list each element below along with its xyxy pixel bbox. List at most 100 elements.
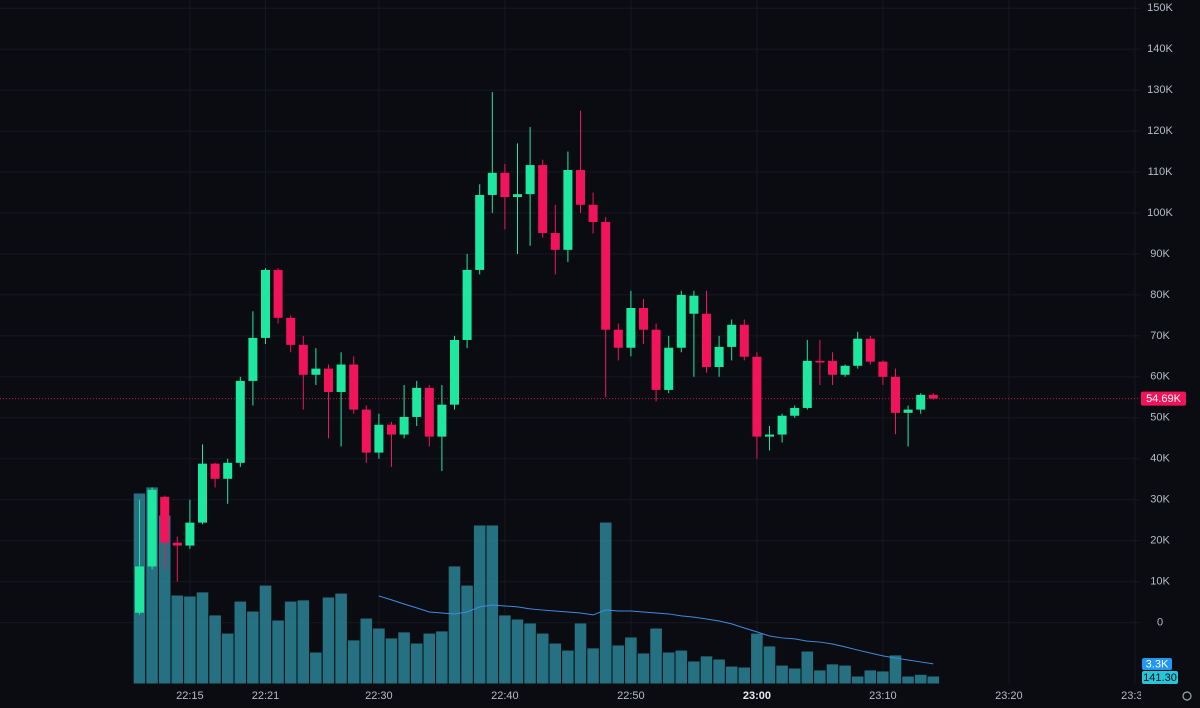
volume-label-box: [1142, 658, 1172, 670]
volume-bar: [409, 642, 424, 685]
volume-bar: [636, 652, 651, 685]
volume-bar: [800, 650, 815, 685]
candle-body: [374, 424, 384, 453]
volume-layer: [132, 486, 941, 685]
volume-bar: [724, 665, 739, 685]
candle-body: [689, 295, 699, 314]
volume-bar: [309, 651, 323, 685]
candle-body: [815, 360, 825, 363]
y-tick-label: 30K: [1150, 494, 1170, 506]
x-tick-label: 22:15: [176, 690, 204, 702]
x-tick-label: 23:30: [1121, 690, 1149, 702]
candle-body: [790, 407, 800, 416]
volume-bar: [535, 632, 550, 685]
candle-body: [714, 346, 724, 367]
volume-bar: [321, 596, 336, 685]
x-tick-label: 23:20: [995, 690, 1023, 702]
candle-body: [702, 313, 711, 367]
x-tick-label: 22:50: [617, 690, 645, 702]
volume-bar: [888, 654, 903, 685]
volume-bar: [233, 600, 248, 685]
x-axis: 22:15 22:21 22:30 22:40 22:50 23:00 23:10 23:20…: [176, 690, 1149, 702]
candle-body: [563, 169, 573, 250]
volume-bar: [775, 664, 789, 685]
candle-body: [639, 308, 648, 330]
x-tick-label: 23:00: [743, 690, 771, 702]
candle-body: [160, 496, 170, 543]
last-price-box: [1141, 391, 1186, 406]
volume-bar: [573, 622, 588, 685]
volume-bar: [372, 627, 386, 685]
candle-body: [588, 204, 598, 222]
y-tick-label: 70K: [1150, 330, 1170, 342]
volume-bar: [334, 592, 348, 685]
volume-bar: [586, 647, 600, 685]
y-tick-label: 80K: [1150, 289, 1170, 301]
x-tick-label: 22:30: [365, 690, 393, 702]
candle-body: [765, 434, 774, 437]
y-tick-label: 100K: [1147, 207, 1173, 219]
candle-body: [298, 344, 308, 375]
volume-bar: [561, 649, 575, 685]
candle-body: [739, 324, 749, 357]
candle-body: [525, 165, 535, 195]
candle-body: [626, 308, 636, 348]
candle-body: [613, 329, 623, 348]
candle-body: [248, 337, 258, 381]
volume-bar: [913, 673, 928, 685]
volume-bar: [435, 630, 449, 685]
candle-body: [802, 360, 812, 408]
volume-bar: [598, 521, 613, 685]
volume-bar: [170, 594, 185, 685]
candle-body: [513, 194, 522, 198]
candle-body: [311, 368, 321, 375]
volume-bar: [813, 669, 827, 685]
volume-bar: [422, 632, 437, 685]
candle-body: [487, 172, 497, 195]
volume-bar: [624, 636, 638, 685]
volume-bar: [712, 658, 726, 685]
volume-ma-line: [378, 595, 934, 665]
volume-bar: [611, 644, 626, 685]
volume-bar: [901, 675, 915, 685]
volume-bar: [825, 663, 840, 685]
volume-bar: [661, 651, 676, 685]
volume-bar: [460, 584, 474, 685]
y-tick-label: 60K: [1150, 371, 1170, 383]
candle-body: [412, 387, 422, 417]
volume-bar: [687, 660, 701, 685]
candle-body: [324, 368, 333, 392]
candle-body: [651, 329, 661, 390]
candle-body: [752, 356, 762, 437]
volume-bar: [548, 642, 563, 685]
candle-body: [223, 462, 233, 479]
volume-bar: [838, 664, 852, 685]
candle-body: [437, 404, 447, 437]
candle-body: [235, 380, 245, 463]
volume-bar: [863, 669, 878, 685]
volume-bar: [359, 617, 374, 685]
candle-body: [853, 338, 863, 366]
x-tick-label: 22:40: [491, 690, 519, 702]
volume-bar: [183, 595, 197, 685]
volume-bar: [472, 524, 487, 685]
candle-body: [273, 269, 283, 318]
candle-body: [172, 542, 182, 546]
x-tick-label: 22:21: [252, 690, 280, 702]
candle-body: [676, 294, 686, 348]
candle-body: [664, 347, 674, 390]
candle-body: [450, 339, 459, 405]
candle-body: [336, 364, 346, 392]
volume-bar: [737, 666, 752, 685]
y-axis: 0 10K 20K 30K 40K 50K 60K 70K 80K 90K 100K 110K 120K…: [1141, 2, 1186, 684]
volume-bar: [649, 627, 663, 685]
volume-bar: [674, 649, 689, 685]
y-tick-label: 0: [1157, 616, 1163, 628]
volume-bar: [787, 667, 802, 685]
candle-body: [286, 317, 296, 345]
y-tick-label: 150K: [1147, 2, 1173, 14]
candle-body: [424, 387, 434, 437]
settings-icon[interactable]: [1182, 691, 1192, 701]
candle-body: [399, 416, 409, 435]
